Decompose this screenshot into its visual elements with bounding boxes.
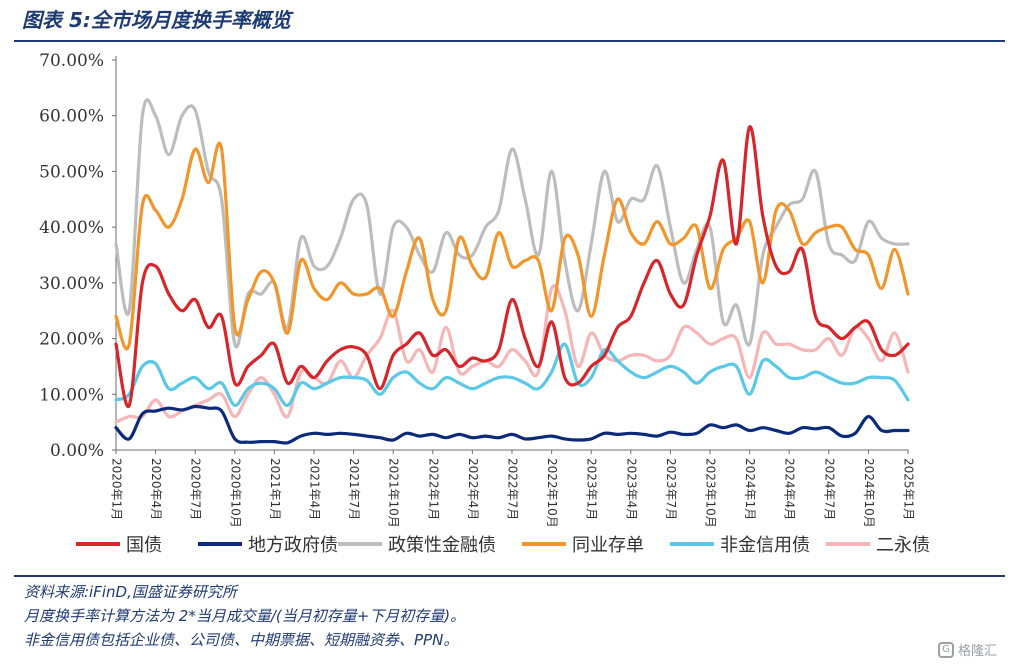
x-tick-label: 2024年4月 [783, 458, 797, 520]
series-line-1 [114, 404, 910, 445]
notes-block: 资料来源:iFinD,国盛证券研究所 月度换手率计算方法为 2*当月成交量/(当… [24, 580, 465, 652]
x-tick-label: 2020年10月 [228, 458, 242, 528]
x-tick-label: 2024年7月 [822, 458, 836, 520]
x-tick-label: 2021年10月 [387, 458, 401, 528]
y-tick-label: 0.00% [50, 441, 104, 461]
x-tick-label: 2021年7月 [347, 458, 361, 520]
y-tick-label: 20.00% [39, 330, 104, 350]
x-tick-label: 2022年4月 [466, 458, 480, 520]
x-tick-label: 2022年10月 [545, 458, 559, 528]
series-line-5 [114, 284, 910, 424]
x-tick-label: 2021年1月 [268, 458, 282, 520]
watermark-text: 格隆汇 [957, 644, 997, 659]
x-tick-label: 2022年7月 [506, 458, 520, 520]
y-tick-label: 40.00% [39, 218, 104, 238]
series-line-4 [114, 342, 910, 407]
watermark-logo-icon: G [937, 641, 954, 658]
x-tick-label: 2023年7月 [664, 458, 678, 520]
series-line-0 [114, 125, 910, 409]
legend-label: 政策性金融债 [388, 535, 496, 556]
watermark: G 格隆汇 [937, 640, 997, 659]
x-tick-label: 2020年1月 [110, 458, 124, 520]
series-line-3 [114, 141, 910, 351]
legend-label: 同业存单 [572, 535, 644, 556]
y-tick-label: 10.00% [39, 385, 104, 405]
y-tick-label: 70.00% [39, 51, 104, 71]
x-tick-label: 2023年1月 [585, 458, 599, 520]
y-tick-label: 50.00% [39, 162, 104, 182]
x-tick-label: 2025年1月 [902, 458, 916, 520]
scope-note: 非金信用债包括企业债、公司债、中期票据、短期融资券、PPN。 [24, 631, 459, 649]
line-chart: 0.00% 10.00% 20.00% 30.00% 40.00% 50.00% 60.00… [39, 51, 930, 556]
source-note: 资料来源:iFinD,国盛证券研究所 [24, 583, 237, 601]
x-tick-label: 2024年10月 [862, 458, 876, 528]
x-tick-label: 2023年10月 [704, 458, 718, 528]
y-tick-label: 30.00% [39, 274, 104, 294]
x-tick-label: 2023年4月 [624, 458, 638, 520]
x-tick-label: 2020年7月 [189, 458, 203, 520]
title-divider [14, 40, 1005, 42]
y-tick-label: 60.00% [39, 107, 104, 127]
chart-title: 图表 5:全市场月度换手率概览 [22, 8, 291, 32]
legend-label: 地方政府债 [248, 535, 338, 556]
series-line-2 [114, 98, 910, 349]
legend-label: 非金信用债 [720, 535, 810, 556]
x-tick-label: 2020年4月 [149, 458, 163, 520]
method-note: 月度换手率计算方法为 2*当月成交量/(当月初存量+下月初存量)。 [24, 607, 466, 625]
x-tick-label: 2021年4月 [308, 458, 322, 520]
x-tick-label: 2024年1月 [743, 458, 757, 520]
legend-label: 二永债 [876, 535, 930, 556]
notes-divider [14, 575, 1005, 577]
legend-label: 国债 [126, 535, 162, 556]
x-tick-label: 2022年1月 [426, 458, 440, 520]
